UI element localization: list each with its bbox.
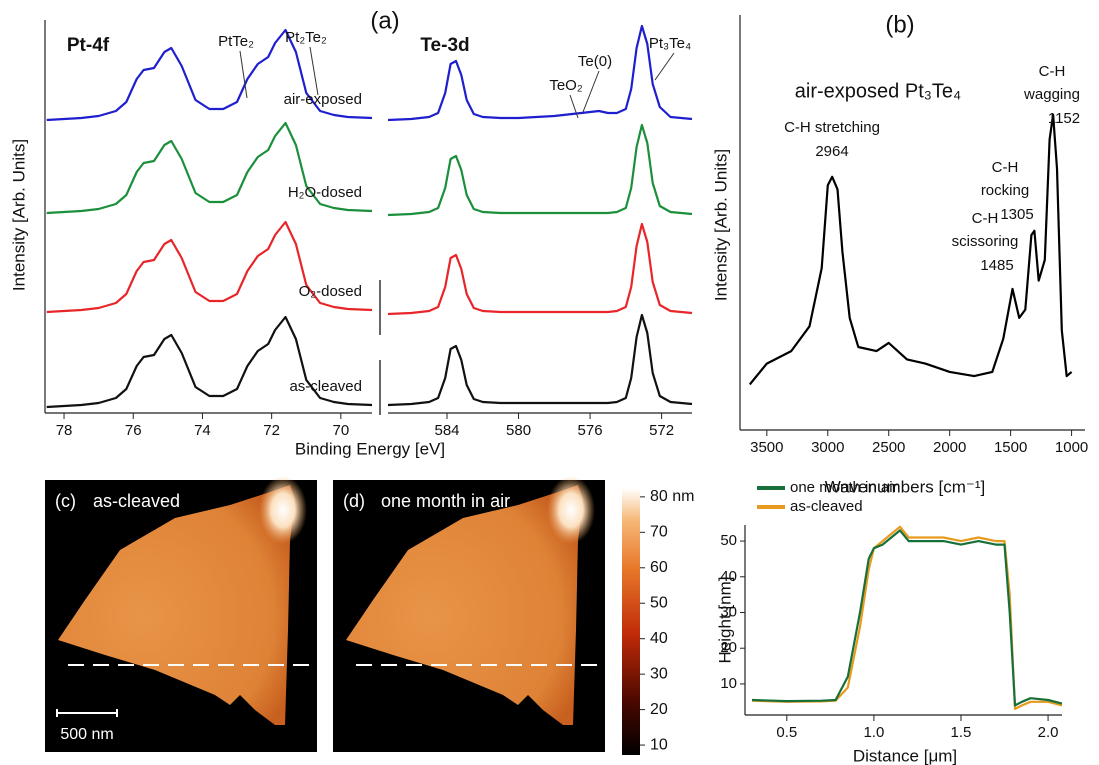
- peak-label: TeO₂: [549, 77, 583, 94]
- afm-image: (d) one month in air: [333, 476, 605, 752]
- peak-label: Pt₃Te₄: [649, 35, 691, 52]
- image-caption: as-cleaved: [93, 491, 180, 511]
- annotation-line: [583, 71, 599, 112]
- peak-label: C-H: [1039, 63, 1066, 80]
- colorbar-tick-label: 70: [650, 524, 668, 541]
- series-label: as-cleaved: [289, 378, 362, 395]
- peak-wavenumber: 1305: [1000, 206, 1033, 223]
- x-tick-label: 572: [649, 422, 674, 439]
- series-label: air-exposed: [284, 91, 362, 108]
- peak-label: rocking: [981, 182, 1029, 199]
- chart-title: Pt-4f: [67, 35, 110, 56]
- y-axis-label: Intensity [Arb. Units]: [9, 139, 28, 291]
- series-label: O₂-dosed: [299, 283, 362, 300]
- chart-title: air-exposed Pt₃Te₄: [795, 80, 961, 102]
- annotation-line: [310, 47, 318, 95]
- x-tick-label: 74: [194, 422, 211, 439]
- panel-label: (b): [885, 11, 914, 38]
- figure: 78 76 74 72 70 (a) Pt-4f Binding Energy [eV] Int…: [0, 0, 1099, 765]
- x-axis-label: Binding Energy [eV]: [295, 439, 445, 458]
- y-axis-label: Height [nm]: [715, 577, 734, 664]
- x-tick-label: 1.5: [951, 724, 972, 741]
- x-tick-label: 3500: [750, 439, 783, 456]
- colorbar: [622, 488, 640, 755]
- x-tick-label: 1.0: [863, 724, 884, 741]
- x-tick-label: 0.5: [776, 724, 797, 741]
- colorbar-tick-label: 60: [650, 559, 668, 576]
- peak-label: PtTe₂: [218, 33, 254, 50]
- peak-label: Pt₂Te₂: [285, 29, 327, 46]
- x-tick-label: 70: [333, 422, 350, 439]
- x-tick-label: 2000: [933, 439, 966, 456]
- x-tick-label: 2.0: [1038, 724, 1059, 741]
- peak-label: C-H stretching: [784, 119, 880, 136]
- colorbar-tick-label: 30: [650, 665, 668, 682]
- colorbar-tick-label: 10: [650, 736, 668, 753]
- x-axis-label: Distance [μm]: [853, 746, 957, 765]
- x-tick-label: 76: [125, 422, 142, 439]
- series-label: H₂O-dosed: [288, 184, 362, 201]
- peak-label: C-H: [972, 210, 999, 227]
- x-tick-label: 1000: [1055, 439, 1088, 456]
- y-tick-label: 50: [720, 532, 737, 549]
- series-line: [388, 125, 692, 215]
- x-tick-label: 78: [56, 422, 73, 439]
- x-tick-label: 3000: [811, 439, 844, 456]
- peak-wavenumber: 2964: [815, 143, 848, 160]
- x-tick-label: 2500: [872, 439, 905, 456]
- legend-label: as-cleaved: [790, 498, 863, 515]
- x-tick-label: 580: [506, 422, 531, 439]
- x-tick-label: 576: [578, 422, 603, 439]
- annotation-line: [655, 53, 674, 80]
- series-line: [752, 530, 1062, 705]
- series-line: [752, 527, 1062, 709]
- peak-label: wagging: [1023, 86, 1080, 103]
- legend-label: one month in air: [790, 479, 898, 496]
- colorbar-tick-label: 50: [650, 594, 668, 611]
- flake-edge-highlight: [259, 476, 307, 544]
- y-axis-label: Intensity [Arb. Units]: [711, 149, 730, 301]
- chart-title: Te-3d: [420, 35, 469, 56]
- image-label: (d): [343, 491, 365, 511]
- peak-wavenumber: 1485: [980, 257, 1013, 274]
- panel-label: (a): [370, 7, 399, 34]
- scale-bar-label: 500 nm: [60, 726, 113, 743]
- colorbar-tick-label: 40: [650, 630, 668, 647]
- peak-label: C-H: [992, 159, 1019, 176]
- series-line: [388, 224, 692, 314]
- image-label: (c): [55, 491, 76, 511]
- colorbar-tick-label: 20: [650, 701, 668, 718]
- flake-edge-highlight: [547, 476, 595, 544]
- x-tick-label: 584: [434, 422, 459, 439]
- colorbar-tick-label: 80 nm: [650, 488, 694, 505]
- peak-label: Te(0): [578, 53, 612, 70]
- peak-wavenumber: 1152: [1048, 110, 1080, 127]
- afm-image: (c) as-cleaved 500 nm: [45, 476, 317, 752]
- x-tick-label: 1500: [994, 439, 1027, 456]
- y-tick-label: 10: [720, 675, 737, 692]
- series-line: [388, 315, 692, 405]
- x-tick-label: 72: [263, 422, 280, 439]
- peak-label: scissoring: [952, 233, 1019, 250]
- series-line: [750, 115, 1072, 385]
- image-caption: one month in air: [381, 491, 510, 511]
